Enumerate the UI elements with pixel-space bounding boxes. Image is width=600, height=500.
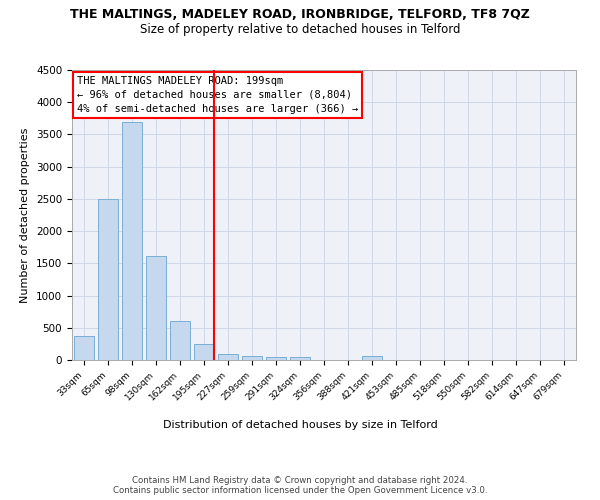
Bar bbox=[98, 199, 118, 360]
Bar bbox=[218, 354, 238, 360]
Bar bbox=[362, 356, 382, 360]
Bar bbox=[170, 322, 190, 360]
Text: THE MALTINGS MADELEY ROAD: 199sqm
← 96% of detached houses are smaller (8,804)
4: THE MALTINGS MADELEY ROAD: 199sqm ← 96% … bbox=[77, 76, 358, 114]
Text: Contains HM Land Registry data © Crown copyright and database right 2024.
Contai: Contains HM Land Registry data © Crown c… bbox=[113, 476, 487, 495]
Bar bbox=[74, 336, 94, 360]
Text: Distribution of detached houses by size in Telford: Distribution of detached houses by size … bbox=[163, 420, 437, 430]
Bar bbox=[146, 256, 166, 360]
Bar bbox=[290, 358, 310, 360]
Text: THE MALTINGS, MADELEY ROAD, IRONBRIDGE, TELFORD, TF8 7QZ: THE MALTINGS, MADELEY ROAD, IRONBRIDGE, … bbox=[70, 8, 530, 20]
Bar bbox=[194, 344, 214, 360]
Y-axis label: Number of detached properties: Number of detached properties bbox=[20, 128, 31, 302]
Bar bbox=[122, 122, 142, 360]
Bar bbox=[266, 358, 286, 360]
Text: Size of property relative to detached houses in Telford: Size of property relative to detached ho… bbox=[140, 22, 460, 36]
Bar bbox=[242, 356, 262, 360]
